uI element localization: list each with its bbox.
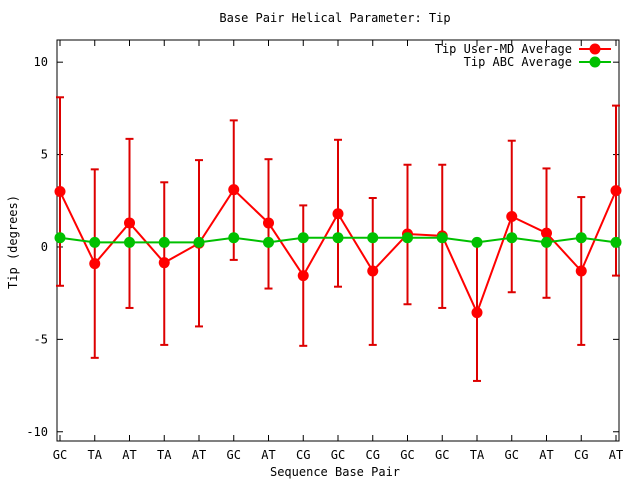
x-tick-label: TA [470,448,485,462]
data-point-series-1 [89,258,101,270]
data-point-series-2 [297,232,309,244]
x-tick-label: AT [192,448,206,462]
x-tick-label: GC [505,448,519,462]
data-point-series-1 [367,265,379,277]
x-tick-label: TA [88,448,103,462]
data-point-series-2 [332,232,344,244]
data-point-series-2 [367,232,379,244]
x-tick-label: AT [609,448,623,462]
axes-group: -10 -5 0 5 10 GC TA AT TA AT GC AT CG GC CG GC GC TA GC AT C… [26,40,623,462]
data-point-series-2 [436,232,448,244]
data-point-series-1 [228,184,240,196]
chart-title: Base Pair Helical Parameter: Tip [219,11,450,25]
data-point-series-2 [541,236,552,248]
x-tick-label: AT [539,448,553,462]
data-point-series-1 [54,186,66,198]
data-point-series-2 [506,232,518,244]
x-tick-label: CG [296,448,310,462]
x-tick-label: AT [122,448,136,462]
data-point-series-2 [575,232,587,244]
y-tick-label: 5 [41,148,48,162]
data-point-series-2 [124,236,135,248]
data-point-series-2 [610,236,622,248]
x-tick-label: GC [435,448,449,462]
data-point-series-1 [124,217,135,229]
y-axis-label: Tip (degrees) [6,195,20,289]
data-point-series-2 [228,232,240,244]
x-tick-label: TA [157,448,172,462]
x-axis-label: Sequence Base Pair [270,465,400,479]
data-point-series-1 [158,257,170,269]
legend-label-2: Tip ABC Average [464,55,572,69]
data-point-series-1 [297,270,309,282]
series-group [54,96,622,382]
data-point-series-2 [158,236,170,248]
x-tick-label: AT [261,448,275,462]
y-tick-label: -5 [34,332,48,346]
data-point-series-1 [332,208,344,220]
x-tick-label: GC [227,448,241,462]
data-point-series-1 [575,265,587,277]
data-point-series-2 [402,232,413,244]
data-point-series-2 [54,232,66,244]
x-tick-label: GC [400,448,414,462]
data-point-series-2 [263,236,274,248]
data-point-series-1 [610,185,622,197]
data-point-series-1 [506,210,518,222]
data-point-series-1 [541,227,552,239]
x-tick-label: CG [574,448,588,462]
y-tick-label: 0 [41,240,48,254]
data-point-series-2 [193,236,205,248]
y-tick-label: -10 [26,425,48,439]
data-point-series-2 [89,236,101,248]
data-point-series-1 [263,217,274,229]
legend-label-1: Tip User-MD Average [435,42,572,56]
y-tick-label: 10 [34,55,48,69]
x-tick-label: GC [53,448,67,462]
data-point-series-1 [471,307,483,319]
legend-marker-1 [589,43,601,55]
x-tick-label: GC [331,448,345,462]
data-point-series-2 [471,236,483,248]
x-tick-label: CG [366,448,380,462]
legend-marker-2 [589,56,601,68]
